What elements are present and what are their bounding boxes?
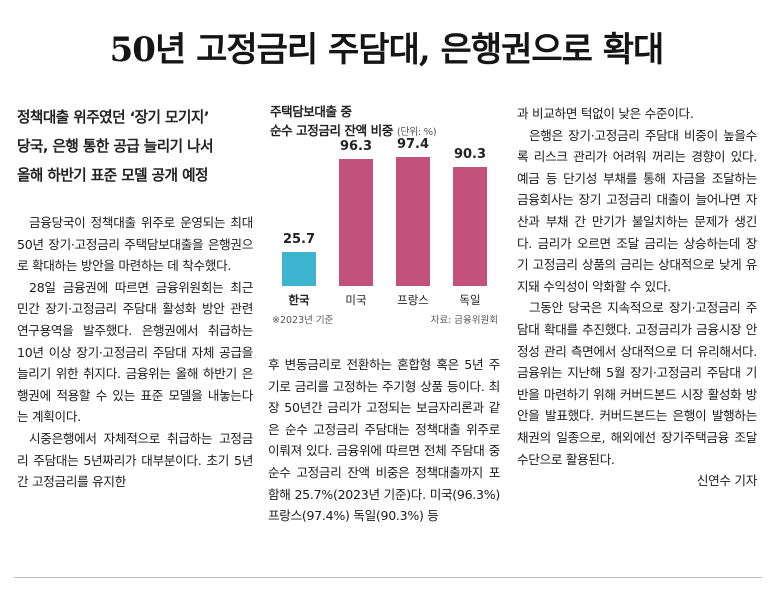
chart-category-label-4: 독일: [459, 293, 481, 307]
chart-category-label-3: 프랑스: [397, 293, 429, 307]
paragraph-1: 금융당국이 정책대출 위주로 운영되는 최대 50년 장기·고정금리 주택담보대…: [17, 215, 253, 274]
subheadline: 정책대출 위주였던 ‘장기 모기지’ 당국, 은행 통한 공급 늘리기 나서 올…: [17, 103, 253, 190]
chart-unit: (단위: %): [396, 127, 437, 138]
chart-note: ※2023년 기준: [272, 315, 334, 326]
paragraph-3: 시중은행에서 자체적으로 취급하는 고정금리 주담대는 5년짜리가 대부분이다.…: [17, 430, 253, 490]
chart-title: 주택담보대출 중 순수 고정금리 잔액 비중 (단위: %): [270, 102, 437, 142]
paragraph-5: 과 비교하면 턱없이 낮은 수준이다.: [517, 106, 694, 121]
chart-value-label-1: 25.7: [282, 232, 316, 248]
paragraph-7: 그동안 당국은 지속적으로 장기·고정금리 주담대 확대를 추진했다. 고정금리…: [517, 300, 757, 467]
article-column-1: 금융당국이 정책대출 위주로 운영되는 최대 50년 장기·고정금리 주택담보대…: [17, 212, 253, 493]
article-column-3: 과 비교하면 턱없이 낮은 수준이다. 은행은 장기·고정금리 주담대 비중이 …: [517, 103, 757, 492]
article-column-2: 후 변동금리로 전환하는 혼합형 혹은 5년 주기로 금리를 고정하는 주기형 …: [268, 354, 500, 527]
bar-chart: 주택담보대출 중 순수 고정금리 잔액 비중 (단위: %) 25.7 한국 96.…: [270, 98, 500, 328]
chart-title-line-2: 순수 고정금리 잔액 비중 (단위: %): [270, 121, 437, 142]
chart-title-line-1: 주택담보대출 중: [270, 104, 352, 119]
paragraph-4: 후 변동금리로 전환하는 혼합형 혹은 5년 주기로 금리를 고정하는 주기형 …: [268, 357, 500, 524]
chart-subtitle: 순수 고정금리 잔액 비중: [270, 123, 393, 138]
subhead-line-2: 당국, 은행 통한 공급 늘리기 나서: [17, 138, 214, 155]
chart-value-label-3: 97.4: [396, 137, 430, 153]
chart-value-label-2: 96.3: [339, 138, 373, 154]
chart-category-label-1: 한국: [288, 293, 310, 307]
paragraph-6: 은행은 장기·고정금리 주담대 비중이 높을수록 리스크 관리가 어려워 꺼리는…: [517, 127, 757, 294]
headline: 50년 고정금리 주담대, 은행권으로 확대: [109, 30, 665, 70]
chart-bar-1: [282, 252, 316, 286]
chart-bar-3: [396, 157, 430, 286]
subhead-line-1: 정책대출 위주였던 ‘장기 모기지’: [17, 109, 209, 126]
chart-bar-4: [453, 166, 487, 286]
chart-value-label-4: 90.3: [453, 146, 487, 162]
chart-category-label-2: 미국: [345, 293, 367, 307]
bottom-divider: [14, 577, 762, 578]
chart-bar-2: [339, 158, 373, 286]
subhead-line-3: 올해 하반기 표준 모델 공개 예정: [17, 167, 208, 184]
paragraph-2: 28일 금융권에 따르면 금융위원회는 최근 민간 장기·고정금리 주담대 활성…: [17, 279, 253, 425]
chart-source: 자료: 금융위원회: [430, 315, 498, 326]
byline: 신연수 기자: [696, 473, 757, 489]
